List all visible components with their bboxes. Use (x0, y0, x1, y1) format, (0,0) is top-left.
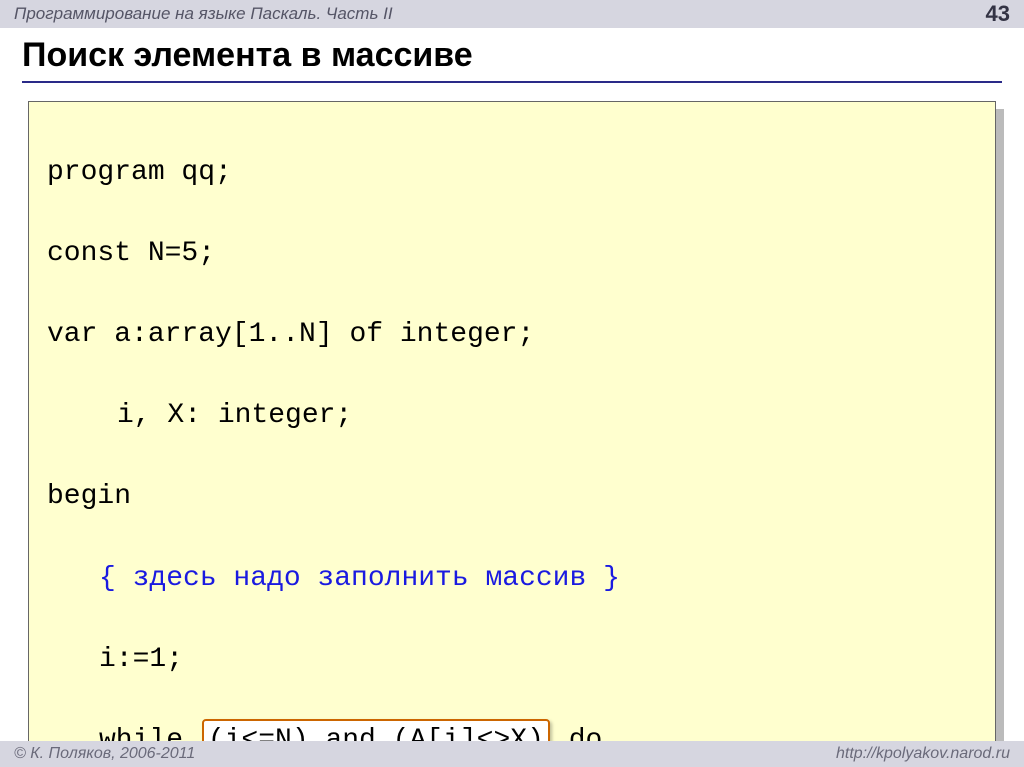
code-block: program qq; const N=5; var a:array[1..N]… (28, 101, 996, 767)
code-line: i, X: integer; (47, 396, 977, 437)
header-bar: Программирование на языке Паскаль. Часть… (0, 0, 1024, 28)
codebox: program qq; const N=5; var a:array[1..N]… (28, 101, 996, 767)
code-comment: { здесь надо заполнить массив } (99, 563, 620, 594)
footer-url: http://kpolyakov.narod.ru (836, 745, 1010, 763)
code-line: begin (47, 477, 977, 518)
copyright: © К. Поляков, 2006-2011 (14, 745, 195, 763)
footer-bar: © К. Поляков, 2006-2011 http://kpolyakov… (0, 741, 1024, 767)
code-line: program qq; (47, 153, 977, 194)
code-text: i:=1; (99, 644, 183, 675)
code-line: i:=1; (47, 640, 977, 681)
slide: Программирование на языке Паскаль. Часть… (0, 0, 1024, 767)
code-text: i, X: integer; (117, 400, 352, 431)
code-line: var a:array[1..N] of integer; (47, 315, 977, 356)
page-number: 43 (986, 1, 1010, 27)
page-title: Поиск элемента в массиве (22, 36, 1002, 75)
heading-rule (22, 81, 1002, 83)
code-line: const N=5; (47, 234, 977, 275)
code-line: { здесь надо заполнить массив } (47, 559, 977, 600)
course-title: Программирование на языке Паскаль. Часть… (14, 4, 393, 24)
